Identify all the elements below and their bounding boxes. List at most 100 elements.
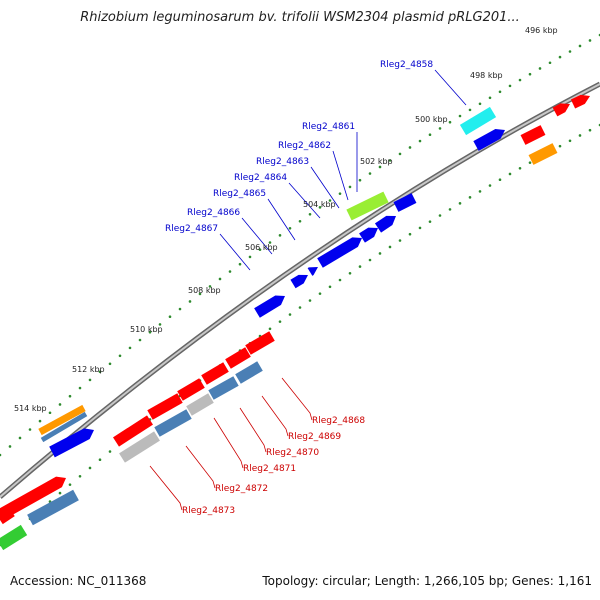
reverse-gene-label: Rleg2_4872 [215, 484, 268, 494]
gene-feature [307, 267, 318, 276]
kbp-label: 504 kbp [303, 200, 336, 209]
forward-leader-line [434, 69, 467, 106]
gene-feature [528, 143, 558, 165]
kbp-label: 510 kbp [130, 325, 163, 334]
tick-dot-outer [388, 159, 392, 162]
forward-gene-label: Rleg2_4865 [213, 189, 266, 199]
kbp-label: 502 kbp [360, 157, 393, 166]
tick-dot-outer [48, 411, 52, 415]
tick-dot-outer [58, 403, 62, 406]
tick-dot-outer [68, 394, 72, 398]
outer-tick-track [0, 33, 600, 457]
gene-feature [393, 193, 417, 212]
forward-gene-label: Rleg2_4861 [302, 122, 355, 132]
gene-feature [225, 347, 251, 369]
tick-dot-outer [288, 226, 292, 230]
tick-dot-outer [578, 44, 582, 48]
tick-dot-outer [588, 39, 592, 42]
tick-dot-outer [38, 419, 42, 423]
tick-dot-outer [188, 300, 192, 303]
tick-dot-outer [438, 127, 442, 130]
reverse-gene-label: Rleg2_4868 [312, 416, 365, 426]
gene-feature [0, 524, 28, 551]
gene-feature [0, 507, 15, 525]
tick-dot-inner [308, 299, 312, 302]
tick-dot-inner [358, 265, 362, 268]
forward-gene-labels: Rleg2_4858 Rleg2_4861 Rleg2_4862 Rleg2_4863… [165, 60, 433, 234]
kbp-label: 512 kbp [72, 365, 105, 374]
kbp-label: 508 kbp [188, 286, 221, 295]
tick-dot-inner [408, 232, 412, 236]
tick-dot-outer [218, 277, 222, 281]
gene-feature [208, 376, 239, 400]
gene-feature [113, 415, 153, 447]
tick-dot-outer [0, 453, 2, 457]
tick-dot-outer [108, 362, 112, 366]
gene-feature [570, 94, 590, 109]
tick-dot-outer [508, 84, 512, 88]
reverse-leader-line [239, 407, 267, 453]
tick-dot-inner [498, 178, 502, 182]
gene-feature [552, 103, 570, 117]
forward-gene-label: Rleg2_4864 [234, 173, 287, 183]
gene-feature [119, 431, 160, 463]
tick-dot-inner [438, 214, 442, 217]
kbp-labels: 496 kbp 498 kbp 500 kbp 502 kbp 504 kbp 506 k… [14, 26, 558, 413]
forward-gene-label: Rleg2_4862 [278, 141, 331, 151]
tick-dot-outer [318, 206, 322, 209]
gene-feature [245, 331, 275, 355]
tick-dot-outer [78, 386, 82, 390]
forward-leader-line [241, 217, 273, 255]
tick-dot-outer [248, 255, 252, 259]
tick-dot-inner [108, 450, 112, 453]
gene-feature [254, 295, 285, 318]
tick-dot-outer [338, 192, 342, 195]
tick-dot-inner [558, 144, 562, 148]
tick-dot-inner [388, 245, 392, 249]
tick-dot-outer [178, 307, 182, 311]
gene-feature [459, 106, 497, 136]
tick-dot-outer [428, 133, 432, 137]
reverse-gene-label: Rleg2_4869 [288, 432, 341, 442]
tick-dot-inner [338, 278, 342, 282]
tick-dot-outer [278, 234, 282, 237]
tick-dot-outer [518, 78, 522, 82]
reverse-gene-label: Rleg2_4870 [266, 448, 319, 458]
tick-dot-inner [98, 458, 102, 462]
kbp-label: 498 kbp [470, 71, 503, 80]
gene-feature [359, 227, 378, 243]
gene-feature [473, 129, 505, 151]
tick-dot-inner [88, 466, 92, 470]
tick-dot-outer [398, 152, 402, 156]
tick-dot-inner [488, 184, 492, 187]
gene-features [0, 94, 590, 551]
tick-dot-outer [18, 436, 22, 440]
gene-feature [40, 411, 88, 443]
tick-dot-outer [558, 55, 562, 59]
tick-dot-outer [568, 50, 572, 53]
tick-dot-outer [478, 102, 482, 106]
tick-dot-inner [518, 166, 522, 170]
backbone-highlight [0, 83, 600, 498]
tick-dot-outer [408, 146, 412, 149]
reverse-gene-label: Rleg2_4871 [243, 464, 296, 474]
tick-dot-outer [538, 67, 542, 70]
topology-text: Topology: circular; Length: 1,266,105 bp… [262, 574, 592, 588]
reverse-gene-labels: Rleg2_4868 Rleg2_4869 Rleg2_4870 Rleg2_4871… [182, 416, 365, 516]
tick-dot-outer [458, 114, 462, 118]
gene-feature [290, 274, 308, 289]
kbp-label: 506 kbp [245, 243, 278, 252]
kbp-label: 514 kbp [14, 404, 47, 413]
tick-dot-outer [328, 199, 332, 202]
tick-dot-outer [418, 139, 422, 143]
gene-feature [38, 404, 86, 436]
tick-dot-outer [28, 428, 32, 431]
tick-dot-outer [168, 315, 172, 319]
tick-dot-outer [268, 241, 272, 244]
tick-dot-outer [368, 172, 372, 175]
gene-feature [0, 476, 66, 521]
forward-gene-label: Rleg2_4866 [187, 208, 240, 218]
tick-dot-inner [568, 139, 572, 143]
gene-feature [27, 489, 79, 526]
tick-dot-inner [298, 306, 302, 309]
